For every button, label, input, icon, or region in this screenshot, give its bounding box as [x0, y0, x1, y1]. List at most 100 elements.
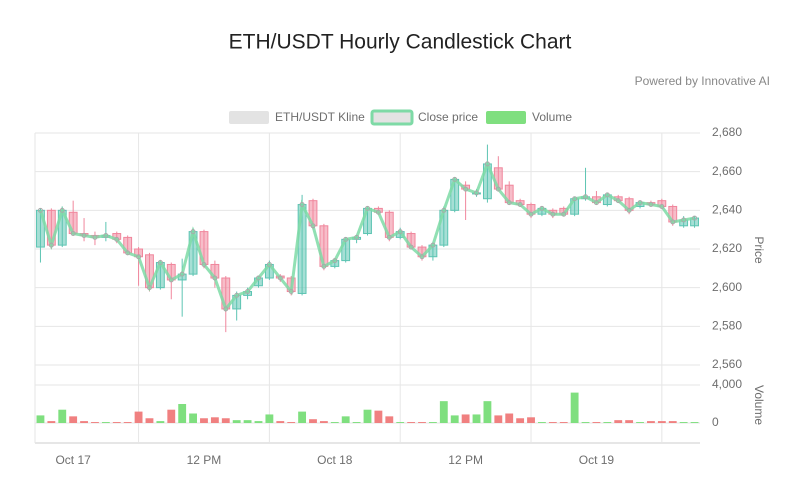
volume-bar — [647, 421, 655, 423]
volume-bar — [91, 422, 99, 423]
close-marker — [539, 205, 545, 211]
volume-bar — [450, 415, 459, 423]
close-marker — [692, 215, 698, 221]
volume-bar — [527, 417, 535, 423]
volume-bar — [200, 418, 208, 423]
volume-bar — [363, 409, 372, 423]
close-marker — [365, 205, 370, 211]
legend-label[interactable]: Close price — [418, 110, 478, 124]
close-marker — [375, 209, 381, 215]
close-marker — [386, 234, 392, 240]
volume-bar — [439, 401, 448, 423]
volume-bar — [516, 418, 525, 423]
close-marker — [528, 211, 534, 217]
volume-bar — [614, 420, 623, 423]
volume-bar — [80, 421, 88, 423]
close-marker — [463, 186, 469, 192]
legend-swatch — [229, 111, 269, 124]
volume-bar — [123, 422, 132, 423]
volume-bar — [396, 422, 405, 423]
volume-bar — [494, 415, 503, 423]
volume-bar — [178, 404, 187, 423]
close-marker — [299, 202, 305, 208]
close-marker — [48, 242, 54, 248]
volume-bar — [636, 422, 644, 423]
x-tick-label: 12 PM — [448, 453, 483, 467]
close-marker — [234, 292, 240, 298]
volume-bar — [625, 420, 634, 423]
close-marker — [168, 277, 174, 283]
close-marker — [114, 236, 120, 242]
legend-swatch — [370, 109, 414, 126]
volume-bar — [276, 421, 285, 423]
close-marker — [157, 260, 163, 266]
volume-bar — [679, 422, 688, 423]
close-marker — [583, 194, 589, 200]
chart-subtitle: Powered by Innovative AI — [635, 74, 770, 88]
close-marker — [81, 232, 87, 238]
close-marker — [146, 285, 152, 291]
close-marker — [408, 244, 414, 250]
close-marker — [277, 275, 283, 281]
volume-bar — [298, 411, 307, 423]
close-marker — [255, 275, 261, 281]
volume-bar — [134, 411, 143, 423]
close-marker — [637, 200, 643, 206]
legend: ETH/USDT Kline Close price Volume — [229, 109, 572, 126]
close-marker — [92, 234, 98, 240]
y-axis-title: Price — [752, 236, 766, 264]
close-marker — [495, 186, 501, 192]
close-marker — [561, 211, 567, 217]
volume-bar — [167, 409, 176, 423]
volume-bar — [265, 414, 274, 423]
volume-tick-label: 0 — [712, 415, 719, 429]
volume-bar — [385, 416, 394, 423]
volume-bar — [668, 421, 677, 423]
close-marker — [212, 275, 218, 281]
volume-bar — [657, 421, 666, 423]
x-tick-label: Oct 17 — [55, 453, 91, 467]
close-line — [39, 159, 695, 312]
close-marker — [321, 263, 327, 269]
volume-bar — [374, 410, 383, 423]
close-marker — [397, 229, 403, 235]
close-marker — [593, 200, 599, 206]
close-marker — [626, 207, 632, 213]
volume-bar — [69, 416, 78, 423]
volume-bar — [36, 415, 45, 423]
close-marker — [37, 207, 43, 213]
close-marker — [223, 306, 229, 312]
volume-bar — [428, 422, 437, 423]
close-marker — [354, 234, 360, 240]
close-marker — [441, 207, 447, 213]
close-marker — [572, 196, 578, 202]
close-marker — [343, 236, 349, 242]
y-tick-label: 2,580 — [712, 319, 742, 333]
x-tick-label: Oct 18 — [317, 453, 353, 467]
volume-tick-label: 4,000 — [712, 377, 742, 391]
volume-bar — [407, 422, 416, 423]
close-marker — [681, 217, 687, 223]
close-marker — [310, 223, 316, 229]
close-marker — [179, 271, 185, 277]
volume-bar — [58, 409, 67, 423]
volume-bar — [418, 422, 426, 423]
volume-bar — [254, 421, 263, 423]
volume-bar — [538, 422, 546, 423]
volume-bar — [210, 417, 219, 423]
volume-bar — [287, 422, 296, 423]
volume-bar — [461, 414, 470, 423]
close-marker — [125, 250, 131, 256]
close-marker — [201, 261, 207, 267]
x-tick-label: Oct 19 — [579, 453, 615, 467]
volume-bar — [330, 422, 339, 423]
close-marker — [70, 231, 76, 237]
legend-label[interactable]: ETH/USDT Kline — [275, 110, 365, 124]
legend-label[interactable]: Volume — [532, 110, 572, 124]
close-marker — [59, 207, 65, 213]
close-marker — [604, 192, 610, 198]
volume-bar — [112, 422, 121, 423]
volume-bar — [232, 420, 241, 423]
volume-bar — [483, 401, 492, 423]
volume-bar — [156, 421, 165, 423]
